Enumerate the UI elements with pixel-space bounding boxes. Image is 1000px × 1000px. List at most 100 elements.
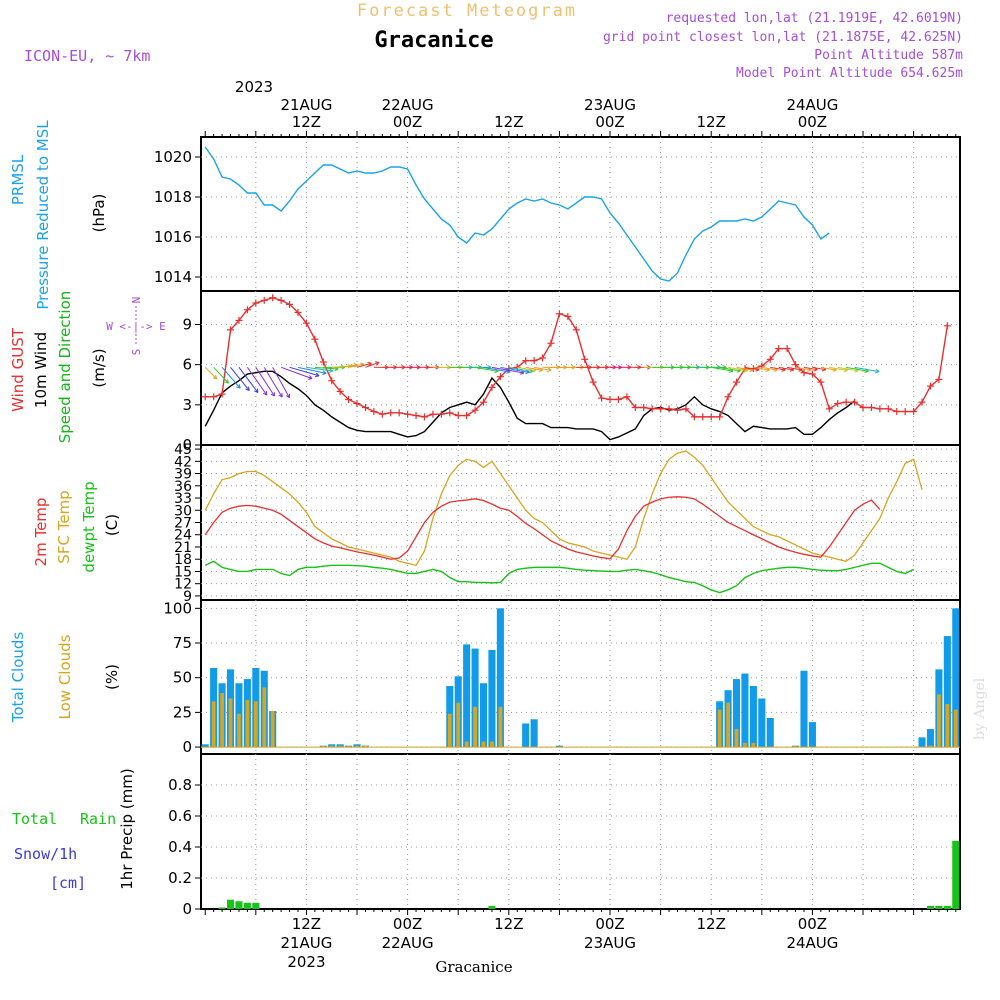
wind-arrow-shaft bbox=[736, 366, 754, 371]
dew-label: dewpt Temp bbox=[80, 481, 98, 572]
model-label: ICON-EU, ~ 7km bbox=[24, 47, 150, 65]
total-cloud-bar bbox=[530, 719, 538, 748]
temp-tick-label: 12 bbox=[174, 577, 192, 593]
gust-marker bbox=[412, 412, 420, 420]
clouds-tick-label: 100 bbox=[163, 599, 192, 617]
low-cloud-bar bbox=[329, 745, 334, 748]
temp-unit: (C) bbox=[103, 514, 121, 536]
wind-arrow-shaft bbox=[744, 366, 760, 371]
gust-marker bbox=[842, 398, 850, 406]
gust-marker bbox=[910, 408, 918, 416]
wind-arrow bbox=[221, 367, 241, 389]
wind-arrow-shaft bbox=[812, 366, 826, 371]
gust-marker bbox=[876, 405, 884, 413]
gust-marker bbox=[210, 393, 218, 401]
gust-marker bbox=[631, 404, 639, 412]
precip-bars bbox=[218, 840, 960, 909]
wind-arrow-shaft bbox=[719, 366, 741, 372]
wind-arrow-shaft bbox=[534, 366, 552, 371]
low-cloud-bar bbox=[498, 706, 503, 748]
wind-arrow bbox=[255, 367, 275, 397]
temp-tick-label: 15 bbox=[174, 564, 192, 580]
low-cloud-bar bbox=[321, 745, 326, 748]
bottom-date-label: 21AUG bbox=[280, 934, 332, 952]
low-cloud-bar bbox=[953, 709, 958, 748]
top-hour-label: 12Z bbox=[697, 113, 726, 131]
wind-arrow bbox=[854, 366, 880, 374]
low-cloud-bar bbox=[456, 702, 461, 748]
bottom-hour-label: 00Z bbox=[798, 915, 827, 933]
gust-marker bbox=[336, 387, 344, 395]
rain-bar bbox=[935, 905, 943, 909]
clouds-tick-label: 25 bbox=[173, 703, 192, 721]
rain-bar bbox=[252, 902, 260, 909]
wind-arrow-shaft bbox=[829, 366, 848, 372]
wind-arrow bbox=[272, 367, 291, 399]
grid-lines bbox=[201, 131, 960, 915]
wind-arrow-head bbox=[353, 362, 358, 366]
wind-arrow-head bbox=[238, 384, 241, 389]
gust-marker bbox=[884, 405, 892, 413]
temp-tick-label: 21 bbox=[174, 540, 192, 556]
top-hour-label: 00Z bbox=[393, 113, 422, 131]
top-hour-label: 00Z bbox=[595, 113, 624, 131]
gust-marker bbox=[522, 357, 530, 365]
tick-labels: 1014101610181020036991215182124273033363… bbox=[154, 148, 201, 918]
gust-marker bbox=[429, 410, 437, 418]
gust-marker bbox=[918, 398, 926, 406]
gust-marker bbox=[817, 378, 825, 386]
compass-s: S bbox=[130, 349, 143, 356]
temp-tick-label: 42 bbox=[174, 454, 192, 470]
gust-marker bbox=[926, 382, 934, 390]
prmsl-label: PRMSL bbox=[9, 154, 27, 205]
temp-tick-label: 18 bbox=[174, 552, 192, 568]
wind-arrow bbox=[306, 366, 334, 373]
total-cloud-bar bbox=[732, 679, 741, 748]
wind-arrow-shaft bbox=[365, 361, 380, 368]
gust-marker bbox=[547, 339, 555, 347]
gust-marker bbox=[598, 394, 606, 402]
temp-tick-label: 9 bbox=[183, 589, 192, 605]
wind-arrow-head bbox=[309, 375, 313, 379]
gust-marker bbox=[480, 398, 488, 406]
gust-marker bbox=[775, 345, 783, 353]
gust-marker bbox=[800, 369, 808, 377]
wind-tick-label: 6 bbox=[182, 356, 192, 374]
wind-arrow-shaft bbox=[727, 366, 748, 372]
gust-marker bbox=[834, 399, 842, 407]
gust-marker bbox=[606, 395, 614, 403]
gust-marker bbox=[614, 395, 622, 403]
wind-arrow-shaft bbox=[314, 366, 339, 370]
wind-arrow-head bbox=[367, 361, 372, 364]
low-cloud-bar bbox=[481, 741, 486, 748]
wind-arrow-shaft bbox=[255, 367, 275, 397]
low-cloud-bar bbox=[734, 729, 739, 748]
gust-marker bbox=[867, 404, 875, 412]
wind-arrow-head bbox=[755, 369, 760, 372]
total-cloud-bar bbox=[952, 608, 960, 748]
precip-tick-label: 0.8 bbox=[168, 776, 192, 794]
gust-marker bbox=[404, 410, 412, 418]
top-date-label: 22AUG bbox=[382, 96, 434, 114]
wind-arrow-shaft bbox=[263, 367, 283, 398]
top-date-label: 23AUG bbox=[584, 96, 636, 114]
wind-frame bbox=[200, 290, 961, 446]
wind-arrow-shaft bbox=[297, 366, 327, 374]
total-cloud-bar bbox=[201, 744, 209, 748]
wind-arrow-head bbox=[322, 372, 327, 375]
wind-arrow-head bbox=[798, 369, 803, 372]
wind-arrow bbox=[204, 366, 218, 380]
wind-arrow-head bbox=[525, 371, 530, 375]
wind-arrow-shaft bbox=[213, 366, 229, 384]
gust-marker bbox=[454, 412, 462, 420]
gust-marker bbox=[496, 373, 504, 381]
bottom-hour-label: 12Z bbox=[292, 915, 321, 933]
gust-marker bbox=[235, 316, 243, 324]
gust-marker bbox=[294, 308, 302, 316]
gust-marker bbox=[766, 355, 774, 363]
low-cloud-bar bbox=[245, 699, 250, 748]
gust-marker bbox=[488, 383, 496, 391]
wind-line bbox=[204, 370, 856, 441]
rain-bar bbox=[926, 905, 935, 909]
